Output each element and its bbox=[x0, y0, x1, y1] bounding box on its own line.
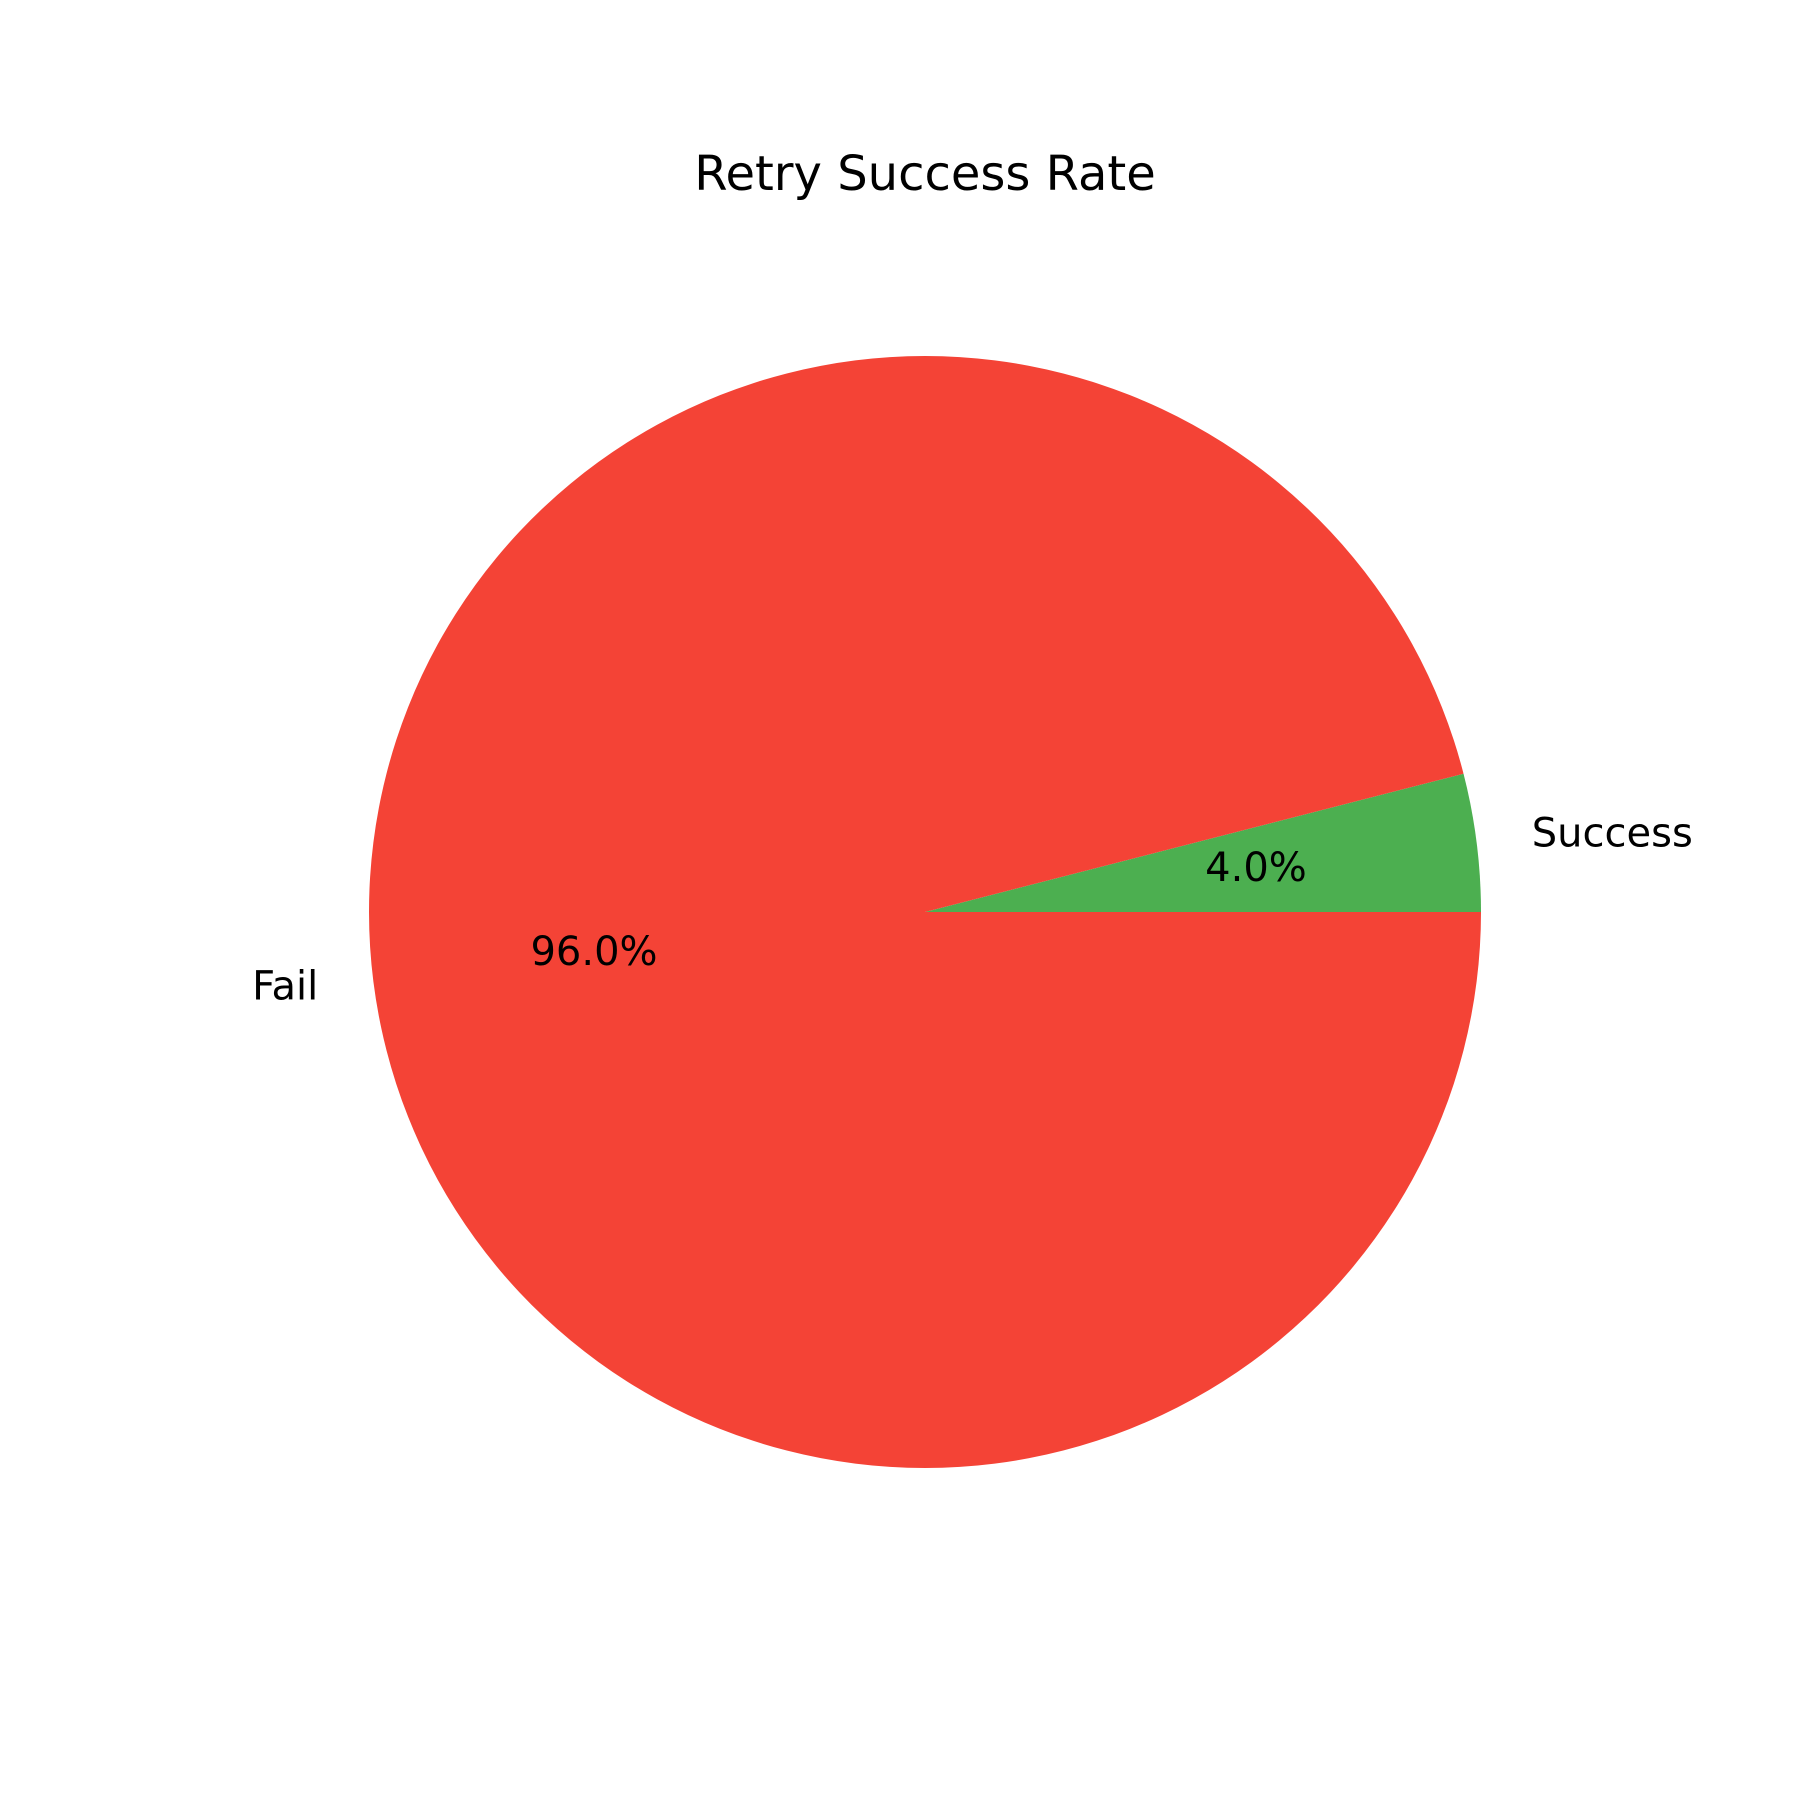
pie-slice-fail bbox=[369, 356, 1482, 1469]
chart-title: Retry Success Rate bbox=[694, 146, 1155, 202]
pie-slice-success bbox=[925, 773, 1481, 912]
pie-percent-label-success: 4.0% bbox=[1205, 845, 1307, 891]
pie-label-success: Success bbox=[1532, 810, 1693, 856]
pie-slices bbox=[369, 356, 1482, 1469]
pie-labels: Success 4.0% Fail 96.0% bbox=[252, 810, 1693, 1009]
pie-percent-label-fail: 96.0% bbox=[530, 929, 657, 975]
pie-label-fail: Fail bbox=[252, 964, 318, 1010]
